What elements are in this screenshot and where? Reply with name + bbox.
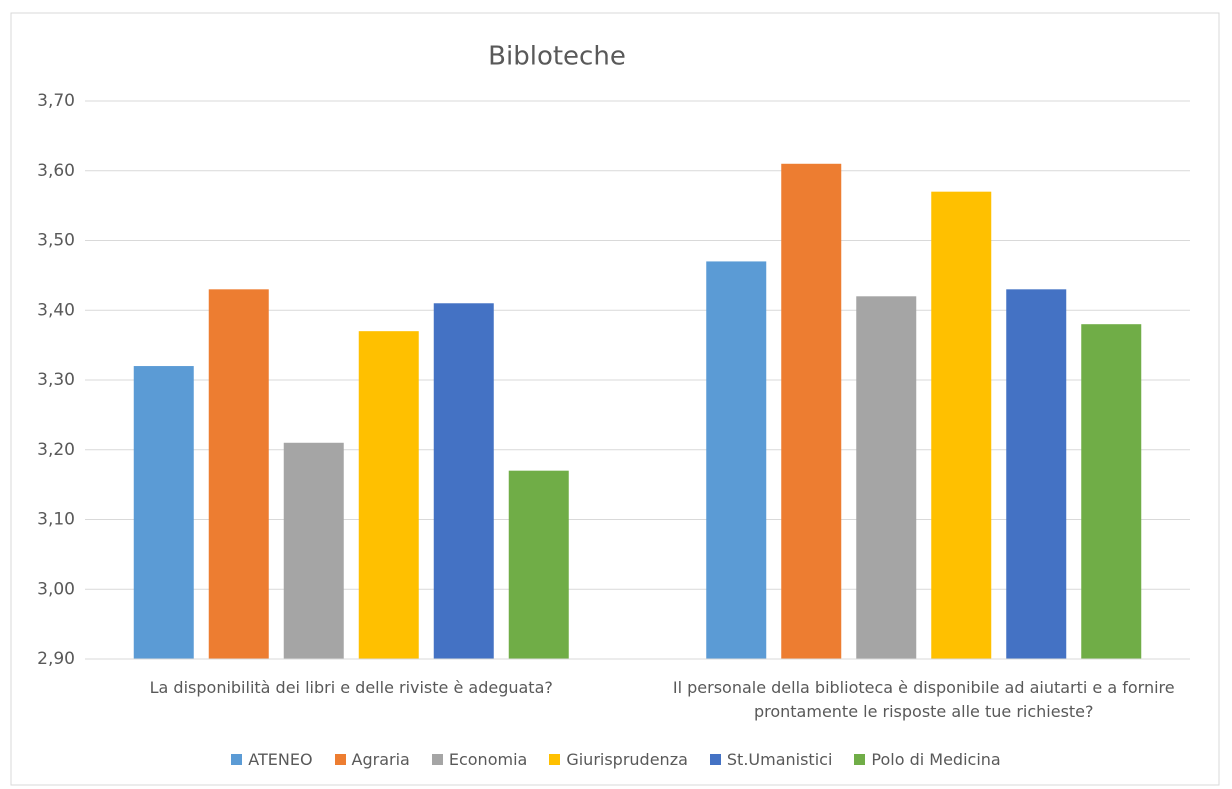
bar — [706, 261, 767, 659]
bar — [208, 289, 269, 659]
bar — [856, 296, 917, 659]
legend-label: ATENEO — [248, 750, 313, 769]
y-tick-label: 3,70 — [37, 91, 75, 111]
y-tick-label: 3,50 — [37, 231, 75, 251]
bar — [781, 163, 842, 659]
legend-label: Agraria — [351, 750, 410, 769]
y-tick-label: 3,60 — [37, 161, 75, 181]
legend: ATENEO Agraria Economia Giurisprudenza St.Um… — [0, 750, 1232, 769]
x-tick-label: La disponibilità dei libri e delle rivis… — [149, 678, 553, 697]
y-tick-label: 3,00 — [37, 579, 75, 599]
legend-swatch — [854, 754, 866, 765]
y-tick-label: 3,40 — [37, 300, 75, 320]
legend-item: Polo di Medicina — [854, 750, 1001, 769]
legend-item: Economia — [431, 750, 528, 769]
bar — [508, 470, 569, 659]
bar — [1006, 289, 1067, 659]
legend-item: Giurisprudenza — [549, 750, 688, 769]
legend-swatch — [709, 754, 721, 765]
legend-swatch — [231, 754, 243, 765]
legend-swatch — [431, 754, 443, 765]
chart-border — [10, 12, 1220, 786]
x-tick-label: Il personale della biblioteca è disponib… — [672, 678, 1175, 721]
legend-item: Agraria — [334, 750, 410, 769]
legend-item: ATENEO — [231, 750, 313, 769]
legend-label: Economia — [448, 750, 528, 769]
bar — [133, 366, 194, 659]
y-tick-label: 3,30 — [37, 370, 75, 390]
legend-swatch — [334, 754, 346, 765]
y-tick-label: 3,20 — [37, 440, 75, 460]
legend-label: St.Umanistici — [726, 750, 833, 769]
chart-title: Bibloteche — [488, 42, 626, 72]
bar — [433, 303, 494, 659]
bar — [931, 191, 992, 660]
bar — [1081, 324, 1142, 659]
y-tick-label: 2,90 — [37, 649, 75, 669]
legend-item: St.Umanistici — [709, 750, 833, 769]
bar — [358, 331, 419, 659]
legend-label: Polo di Medicina — [871, 750, 1001, 769]
legend-label: Giurisprudenza — [566, 750, 688, 769]
legend-swatch — [549, 754, 561, 765]
bar — [283, 442, 344, 659]
y-tick-label: 3,10 — [37, 510, 75, 530]
